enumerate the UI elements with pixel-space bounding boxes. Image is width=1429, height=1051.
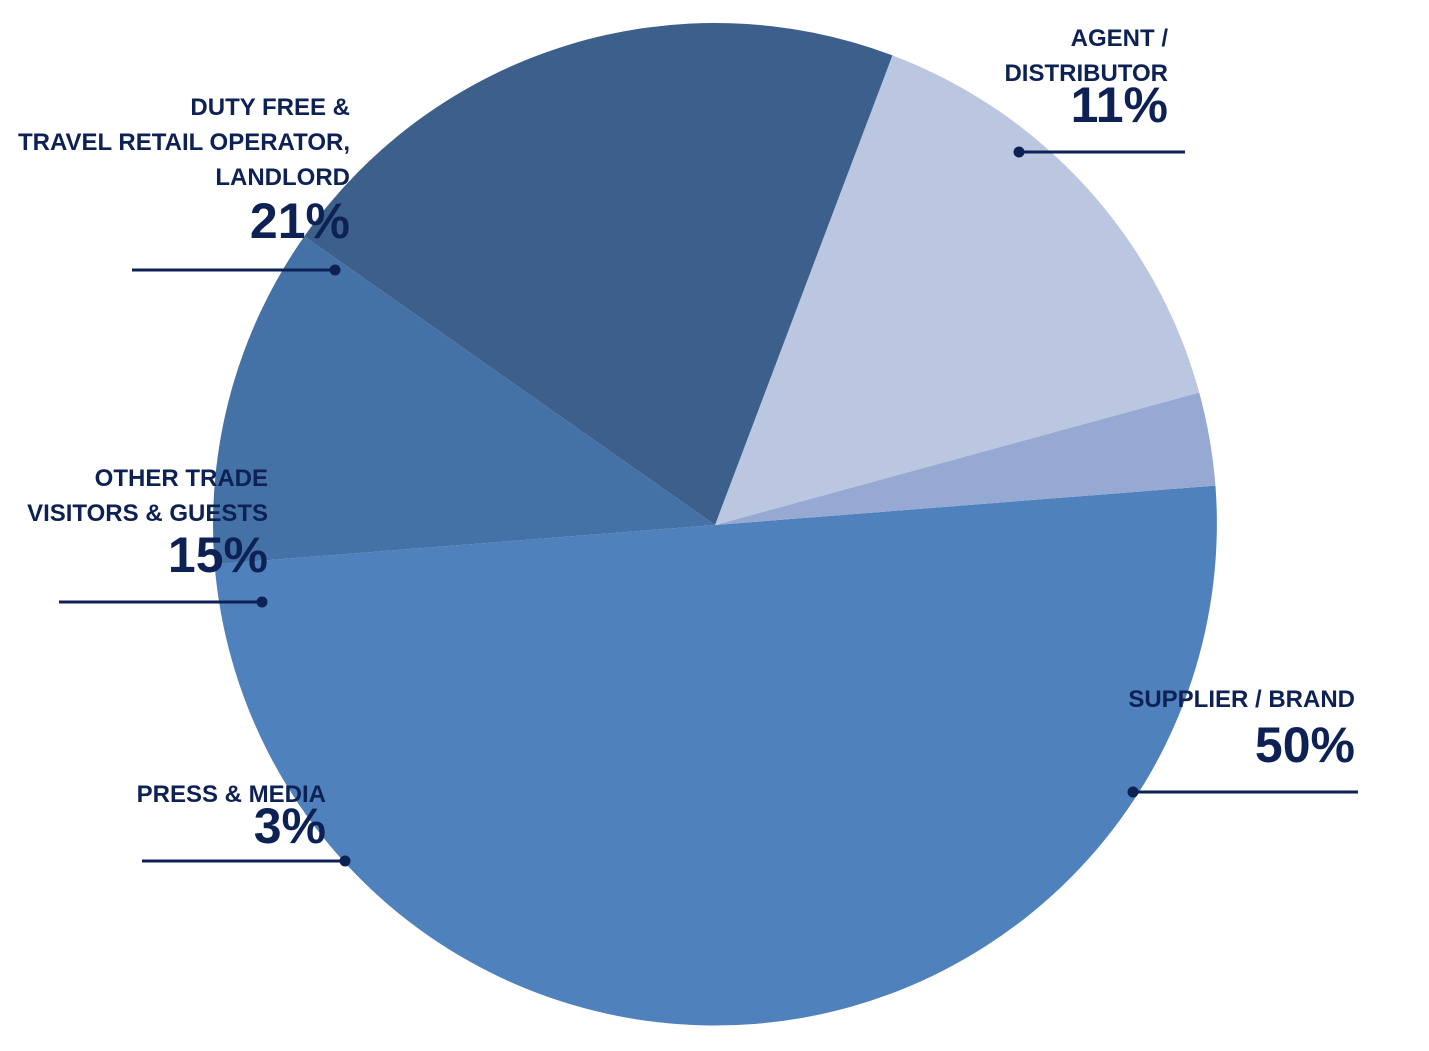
pie-slices [213,23,1217,1026]
slice-value-supplier-brand: 50% [1255,717,1355,773]
leader-dot-other-trade-visitors-and-guests [256,596,268,608]
slice-value-duty-free-and-travel-retail-operator-landlord: 21% [250,193,350,249]
pie-slice-press-and-media [715,392,1216,525]
slice-label-supplier-brand-line-1: SUPPLIER / BRAND [1128,686,1355,713]
pie-slice-other-trade-visitors-and-guests [715,55,1200,525]
slice-value-press-and-media: 3% [254,798,326,854]
leader-dot-supplier-brand [1127,786,1139,798]
slice-label-duty-free-and-travel-retail-operator-landlord-line-3: LANDLORD [215,164,350,191]
leader-dot-agent-distributor [1013,146,1025,158]
slice-value-other-trade-visitors-and-guests: 15% [168,527,268,583]
slice-label-other-trade-visitors-and-guests-line-2: VISITORS & GUESTS [27,500,268,527]
leader-dot-press-and-media [339,855,351,867]
pie-slice-agent-distributor [213,236,716,565]
pie-slice-duty-free-and-travel-retail-operator-landlord [304,23,893,525]
slice-label-agent-distributor-line-1: AGENT / [1071,25,1169,52]
slice-label-agent-distributor-line-2: DISTRIBUTOR [1004,60,1168,87]
slice-label-duty-free-and-travel-retail-operator-landlord-line-2: TRAVEL RETAIL OPERATOR, [18,129,350,156]
slice-label-duty-free-and-travel-retail-operator-landlord-line-1: DUTY FREE & [190,94,350,121]
pie-slice-supplier-brand [214,485,1217,1026]
slice-label-press-and-media-line-1: PRESS & MEDIA [137,781,326,808]
leader-lines [59,146,1358,867]
slice-label-other-trade-visitors-and-guests-line-1: OTHER TRADE [95,465,268,492]
leader-dot-duty-free-and-travel-retail-operator-landlord [329,264,341,276]
slice-value-agent-distributor: 11% [1071,77,1168,133]
